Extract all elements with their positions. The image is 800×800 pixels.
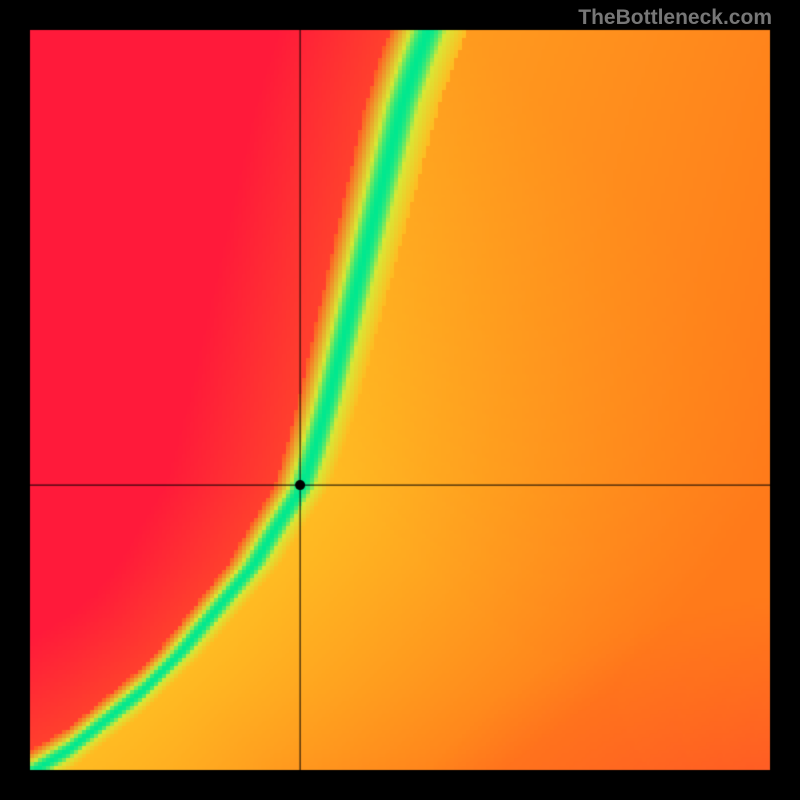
watermark-text: TheBottleneck.com xyxy=(578,6,772,30)
heatmap-canvas xyxy=(0,0,800,800)
chart-container: TheBottleneck.com xyxy=(0,0,800,800)
